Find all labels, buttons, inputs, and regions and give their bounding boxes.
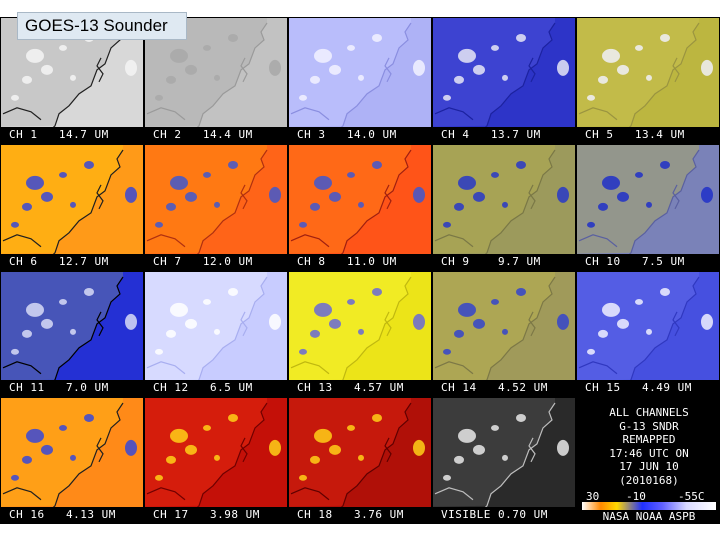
channel-label: CH 14 4.52 UM [433, 380, 575, 397]
channel-panel-8: CH 8 11.0 UM [289, 144, 431, 270]
channel-label: CH 13 4.57 UM [289, 380, 431, 397]
channel-panel-11: CH 11 7.0 UM [1, 271, 143, 397]
satellite-mosaic: CH 1 14.7 UM CH 2 14.4 UM CH 3 14.0 UM CH 4… [0, 17, 720, 524]
info-line-1: ALL CHANNELS [609, 406, 689, 419]
channel-label: CH 11 7.0 UM [1, 380, 143, 397]
channel-panel-18: CH 18 3.76 UM [289, 398, 431, 523]
satellite-image [433, 398, 569, 507]
page-title: GOES-13 Sounder [25, 16, 168, 35]
satellite-image [289, 18, 425, 127]
channel-label: VISIBLE 0.70 UM [433, 507, 575, 523]
satellite-image [577, 144, 713, 254]
channel-label: CH 16 4.13 UM [1, 507, 143, 523]
channel-label: CH 1 14.7 UM [1, 126, 143, 143]
satellite-image [145, 271, 281, 381]
channel-panel-7: CH 7 12.0 UM [145, 144, 287, 270]
channel-label: CH 8 11.0 UM [289, 253, 431, 270]
channel-label: CH 18 3.76 UM [289, 507, 431, 523]
channel-label: CH 6 12.7 UM [1, 253, 143, 270]
satellite-image [289, 271, 425, 381]
info-line-2: G-13 SNDR [619, 419, 679, 433]
channel-panel-19: VISIBLE 0.70 UM [433, 398, 575, 523]
channel-label: CH 3 14.0 UM [289, 126, 431, 143]
channel-label: CH 12 6.5 UM [145, 380, 287, 397]
channel-panel-3: CH 3 14.0 UM [289, 18, 431, 143]
channel-panel-13: CH 13 4.57 UM [289, 271, 431, 397]
temperature-colorbar [582, 502, 716, 510]
channel-panel-10: CH 10 7.5 UM [577, 144, 719, 270]
satellite-image [1, 271, 137, 381]
info-panel: ALL CHANNELS G-13 SNDR REMAPPED 17:46 UT… [578, 393, 720, 524]
satellite-image [1, 398, 137, 507]
satellite-image [577, 271, 713, 381]
scale-label-warm: 30 [586, 490, 600, 503]
satellite-image [289, 144, 425, 254]
info-line-5: 17 JUN 10 [619, 460, 679, 473]
channel-panel-16: CH 16 4.13 UM [1, 398, 143, 523]
channel-panel-4: CH 4 13.7 UM [433, 18, 575, 143]
channel-panel-9: CH 9 9.7 UM [433, 144, 575, 270]
info-line-4: 17:46 UTC ON [609, 446, 689, 460]
title-box: GOES-13 Sounder [17, 12, 187, 40]
satellite-image [577, 18, 713, 127]
scale-label-mid: -10 [626, 490, 646, 503]
channel-label: CH 9 9.7 UM [433, 253, 575, 270]
channel-label: CH 2 14.4 UM [145, 126, 287, 143]
satellite-image [145, 144, 281, 254]
scale-label-cold: -55C [678, 490, 705, 503]
channel-panel-14: CH 14 4.52 UM [433, 271, 575, 397]
channel-label: CH 17 3.98 UM [145, 507, 287, 523]
channel-label: CH 7 12.0 UM [145, 253, 287, 270]
channel-label: CH 10 7.5 UM [577, 253, 719, 270]
channel-panel-17: CH 17 3.98 UM [145, 398, 287, 523]
satellite-image [433, 18, 569, 127]
info-line-3: REMAPPED [622, 433, 676, 446]
channel-label: CH 5 13.4 UM [577, 126, 719, 143]
satellite-image [433, 271, 569, 381]
satellite-image [1, 144, 137, 254]
satellite-image [289, 398, 425, 507]
channel-panel-12: CH 12 6.5 UM [145, 271, 287, 397]
agency-credit: NASA NOAA ASPB [602, 510, 696, 523]
channel-panel-6: CH 6 12.7 UM [1, 144, 143, 270]
channel-label: CH 15 4.49 UM [577, 380, 719, 397]
satellite-image [433, 144, 569, 254]
satellite-image [1, 18, 137, 127]
channel-label: CH 4 13.7 UM [433, 126, 575, 143]
satellite-image [145, 18, 281, 127]
info-line-6: (2010168) [619, 473, 679, 487]
channel-panel-5: CH 5 13.4 UM [577, 18, 719, 143]
channel-panel-15: CH 15 4.49 UM [577, 271, 719, 397]
satellite-image [145, 398, 281, 507]
